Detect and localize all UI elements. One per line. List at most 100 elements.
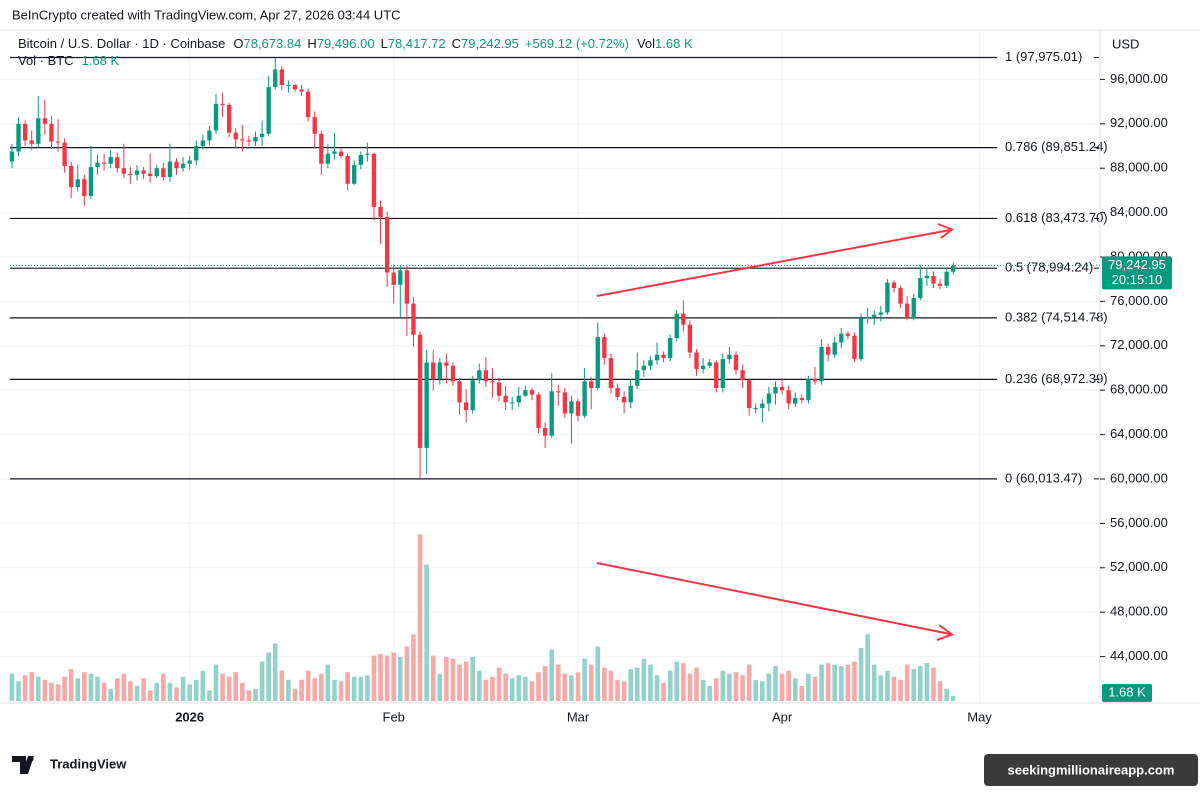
volume-bar	[167, 682, 173, 701]
candle-body	[62, 142, 67, 166]
volume-bar	[220, 673, 225, 701]
candle-body	[845, 333, 851, 336]
volume-bar	[773, 666, 778, 701]
candle-body	[352, 164, 357, 184]
candle-body	[431, 362, 436, 380]
change: +569.12 (+0.72%)	[525, 36, 629, 51]
candle-body	[825, 346, 831, 355]
ohlc-label: L	[381, 36, 388, 51]
y-tick-label: 44,000.00	[1110, 648, 1168, 663]
candle-body	[753, 407, 758, 409]
candle-body	[16, 123, 21, 152]
candle-body	[180, 163, 186, 169]
candle-body	[240, 139, 245, 141]
candle-body	[812, 379, 818, 382]
logo-dot	[28, 756, 34, 762]
volume-bar	[825, 663, 831, 701]
volume-bar	[266, 652, 271, 701]
volume-bar	[174, 687, 179, 701]
candle-body	[918, 278, 923, 299]
volume-bar	[286, 679, 291, 701]
axes: 96,000.0092,000.0088,000.0084,000.0080,0…	[175, 71, 1168, 725]
candle-body	[779, 386, 785, 391]
ohlc-label: H	[307, 36, 316, 51]
candle-body	[233, 132, 238, 140]
candle-body	[496, 382, 502, 396]
candle-body	[635, 370, 640, 386]
volume-bar	[161, 673, 166, 701]
candle-body	[29, 140, 34, 144]
volume-bar	[351, 676, 357, 701]
candle-body	[365, 153, 370, 155]
volume-bar	[588, 664, 594, 701]
volume-bar	[463, 661, 469, 701]
volume-bar	[667, 670, 673, 701]
candle-body	[121, 168, 127, 174]
volume-bar	[312, 678, 318, 701]
volume-bar	[918, 666, 923, 701]
candle-body	[358, 154, 363, 165]
candle-body	[55, 141, 61, 143]
candle-body	[200, 140, 206, 146]
candle-body	[628, 385, 633, 403]
candle-body	[49, 123, 54, 142]
volume-tag-box	[1102, 684, 1152, 702]
volume-bar	[398, 657, 403, 701]
volume-bar	[430, 655, 436, 701]
candle-body	[384, 217, 390, 273]
volume-bar	[865, 634, 870, 701]
fib-label: 0.5 (78,994.24)	[1005, 260, 1093, 275]
candle-body	[766, 393, 772, 404]
candle-body	[733, 354, 739, 371]
candle-body	[299, 89, 304, 92]
volume-bar	[694, 667, 699, 701]
candle-body	[154, 168, 159, 176]
volume-bar	[753, 679, 759, 701]
candle-body	[621, 396, 627, 403]
volume-bar	[786, 670, 791, 701]
volume-bar	[871, 664, 877, 701]
volume-bar	[608, 670, 614, 701]
trend-arrow	[596, 562, 951, 635]
candle-body	[589, 381, 594, 388]
candle-body	[9, 151, 15, 162]
volume-bar	[733, 672, 739, 701]
candle-body	[226, 104, 232, 133]
volume-bar	[292, 688, 298, 701]
volume-bar	[806, 673, 811, 701]
y-tick-label: 92,000.00	[1110, 115, 1168, 130]
candle-body	[615, 387, 620, 397]
candle-body	[338, 151, 344, 156]
candle-body	[253, 137, 258, 142]
volume-bar	[213, 664, 219, 701]
volume-bar	[147, 690, 153, 701]
volume-bar	[391, 652, 397, 701]
candle-body	[786, 390, 791, 404]
volume-bar	[490, 676, 495, 701]
volume-bar	[450, 658, 456, 701]
volume-bar	[378, 654, 383, 701]
candle-body	[319, 133, 324, 164]
candle-body	[371, 153, 377, 208]
volume-bar	[272, 643, 278, 701]
volume-bar	[88, 673, 94, 701]
volume-bar	[674, 661, 680, 701]
candle-body	[714, 362, 719, 388]
candle-body	[931, 275, 936, 284]
candle-body	[141, 170, 146, 174]
candle-body	[101, 162, 107, 164]
volume-bar	[950, 695, 956, 701]
volume-bar	[503, 673, 508, 701]
volume-bar	[417, 534, 423, 701]
volume-bar	[358, 676, 364, 701]
candle-body	[839, 333, 844, 343]
candle-body	[470, 380, 475, 411]
candle-body	[450, 365, 456, 382]
volume-bar	[832, 664, 838, 701]
candle-body	[437, 362, 442, 380]
x-tick-label: Feb	[383, 709, 405, 724]
volume-bar	[42, 679, 48, 701]
candle-body	[852, 335, 857, 360]
volume-bar	[569, 675, 574, 701]
